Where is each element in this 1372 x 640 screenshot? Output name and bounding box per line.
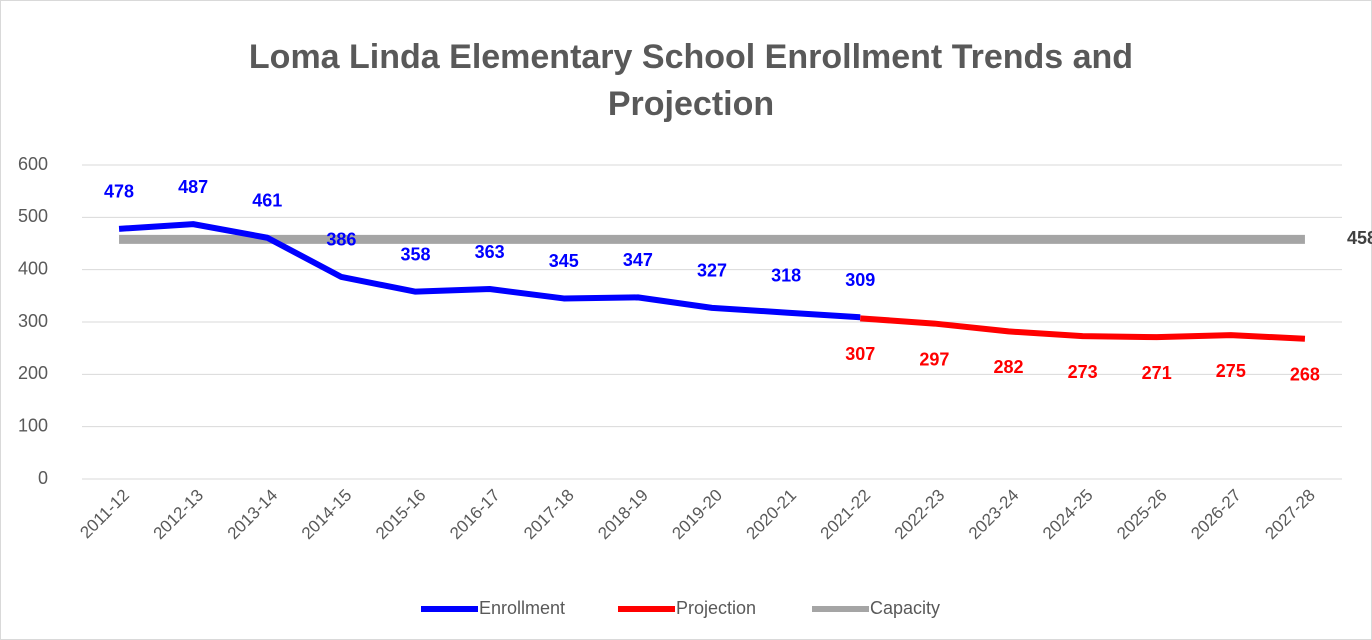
data-label: 327 — [697, 261, 727, 281]
y-tick-label: 0 — [38, 468, 48, 488]
data-label: 268 — [1290, 364, 1320, 384]
chart-title: Loma Linda Elementary School Enrollment … — [248, 38, 1134, 123]
data-label: 386 — [326, 230, 356, 250]
data-label: 271 — [1142, 363, 1172, 383]
data-label: 478 — [104, 182, 134, 202]
data-label: 487 — [178, 177, 208, 197]
data-label: 307 — [845, 344, 875, 364]
data-label: 282 — [993, 357, 1023, 377]
series-line — [860, 315, 1306, 342]
series-line — [118, 221, 861, 321]
data-label: 461 — [252, 190, 282, 210]
data-label: 309 — [845, 270, 875, 290]
y-tick-label: 200 — [18, 363, 48, 383]
y-tick-label: 400 — [18, 258, 48, 278]
data-label: 275 — [1216, 361, 1246, 381]
data-label: 347 — [623, 250, 653, 270]
data-label: 345 — [549, 251, 579, 271]
y-tick-label: 500 — [18, 206, 48, 226]
data-label: 358 — [401, 244, 431, 264]
legend-label: Projection — [676, 598, 756, 618]
data-label: 363 — [475, 242, 505, 262]
y-tick-label: 300 — [18, 311, 48, 331]
data-label: 297 — [919, 349, 949, 369]
y-tick-label: 100 — [18, 415, 48, 435]
data-label: 273 — [1068, 362, 1098, 382]
legend-label: Enrollment — [479, 598, 565, 618]
data-label: 458 — [1347, 228, 1372, 248]
legend-label: Capacity — [870, 598, 940, 618]
y-tick-label: 600 — [18, 154, 48, 174]
data-label: 318 — [771, 265, 801, 285]
